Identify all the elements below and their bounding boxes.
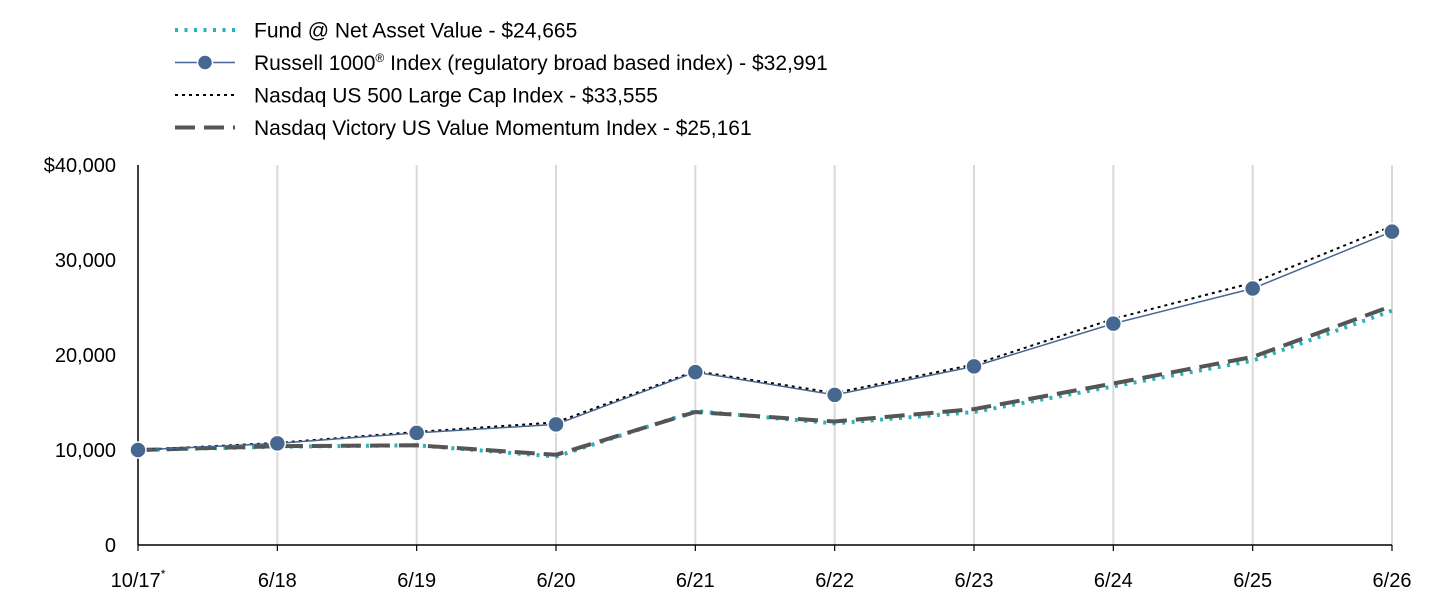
- data-point-russell: [268, 434, 287, 453]
- x-tick-label: 6/26: [1373, 570, 1412, 592]
- data-point-russell: [1383, 222, 1401, 241]
- legend-item-fund: Fund @ Net Asset Value - $24,665: [175, 20, 577, 43]
- series-nasdaq500: [137, 225, 1393, 451]
- data-point-russell: [129, 441, 147, 459]
- series-group: [129, 222, 1401, 459]
- legend: Fund @ Net Asset Value - $24,665 Russell …: [175, 20, 828, 140]
- data-point-russell: [825, 386, 844, 404]
- x-tick-label: 6/21: [676, 570, 715, 592]
- series-line-russell: [137, 230, 1393, 451]
- legend-label-fund: Fund @ Net Asset Value - $24,665: [254, 20, 577, 43]
- y-tick-label: 0: [105, 535, 116, 557]
- series-line-victory: [137, 304, 1393, 457]
- legend-label-victory: Nasdaq Victory US Value Momentum Index -…: [254, 117, 752, 140]
- grid: [276, 165, 1393, 545]
- x-tick-label: 6/20: [537, 570, 576, 592]
- legend-label-nasdaq500: Nasdaq US 500 Large Cap Index - $33,555: [254, 85, 658, 108]
- legend-label-russell: Russell 1000® Index (regulatory broad ba…: [254, 51, 828, 75]
- x-tick-label: 6/19: [397, 570, 436, 592]
- x-tick-label: 6/18: [258, 570, 297, 592]
- axes: 0 10,000 20,000 30,000 $40,000 10/17* 6/18 6/19…: [44, 155, 1412, 592]
- data-point-russell: [686, 363, 705, 381]
- y-tick-label: $40,000: [44, 155, 116, 177]
- y-tick-label: 20,000: [55, 345, 116, 367]
- x-tick-label: 6/24: [1094, 570, 1133, 592]
- data-point-russell: [407, 424, 426, 442]
- series-victory: [137, 304, 1393, 457]
- data-point-russell: [965, 357, 983, 376]
- x-tick-label: 6/25: [1233, 570, 1272, 592]
- data-point-russell: [1243, 279, 1262, 298]
- data-point-russell: [1104, 314, 1123, 333]
- series-russell: [129, 222, 1401, 459]
- legend-marker-russell: [196, 54, 214, 71]
- y-tick-label: 10,000: [55, 440, 116, 462]
- x-tick-label: 6/22: [815, 570, 854, 592]
- x-tick-label: 6/23: [955, 570, 994, 592]
- x-tick-label: 10/17*: [111, 567, 166, 592]
- legend-item-victory: Nasdaq Victory US Value Momentum Index -…: [175, 117, 752, 140]
- legend-item-russell: Russell 1000® Index (regulatory broad ba…: [175, 51, 828, 75]
- data-point-russell: [547, 415, 565, 434]
- legend-item-nasdaq500: Nasdaq US 500 Large Cap Index - $33,555: [175, 85, 658, 108]
- y-tick-label: 30,000: [55, 250, 116, 272]
- series-line-nasdaq500: [137, 225, 1393, 451]
